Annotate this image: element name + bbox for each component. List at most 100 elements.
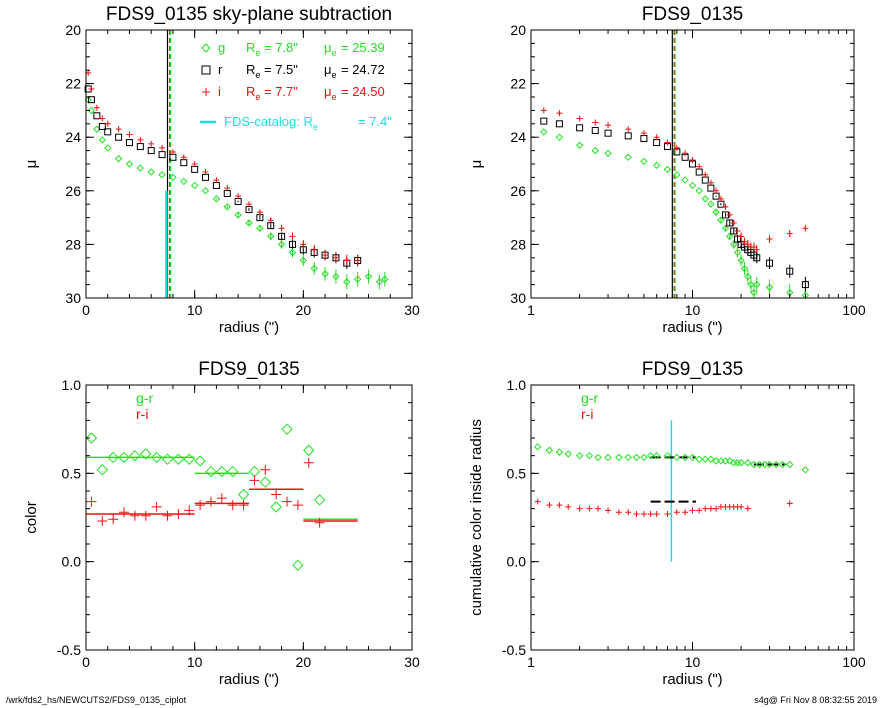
data-point-g-r: [652, 451, 661, 460]
data-point-i: [625, 126, 632, 133]
data-point-i: [343, 257, 350, 264]
data-point-g-r: [140, 448, 152, 460]
data-point-r: [104, 128, 112, 136]
data-point-g-r: [303, 444, 315, 457]
data-point-i: [689, 156, 696, 163]
x-tick-label: 10: [187, 654, 203, 670]
data-point-g: [730, 240, 738, 249]
y-tick-label: 26: [65, 183, 81, 199]
data-point-g-r: [663, 451, 672, 460]
data-point-g: [245, 219, 253, 227]
data-point-r-i: [238, 500, 249, 511]
data-point-r: [115, 133, 123, 141]
data-point-g: [753, 280, 761, 289]
y-axis-label: μ: [23, 160, 40, 169]
data-point-i: [753, 246, 760, 253]
data-point-i: [126, 131, 133, 138]
y-tick-label: 0.0: [62, 554, 82, 570]
data-point-g-r: [545, 446, 554, 455]
data-point-i: [180, 154, 187, 161]
data-point-i: [682, 150, 689, 157]
data-point-i: [717, 195, 724, 202]
data-point-g: [744, 272, 752, 281]
data-point-i: [605, 122, 612, 129]
x-tick-label: 10: [685, 654, 701, 670]
data-point-g: [125, 160, 134, 168]
data-point-g: [673, 171, 681, 179]
data-point-r-i: [314, 517, 325, 528]
data-point-g-r: [564, 450, 572, 458]
data-point-g: [343, 278, 351, 286]
data-point-g: [575, 141, 584, 149]
data-point-i: [750, 244, 757, 251]
data-point-i: [354, 257, 361, 264]
data-point-g-r: [712, 457, 720, 465]
y-tick-label: 24: [510, 129, 526, 145]
legend-marker-g: [201, 43, 211, 53]
data-point-r-i: [689, 507, 696, 514]
data-point-r-i: [696, 507, 703, 514]
data-point-r-i: [647, 510, 654, 517]
data-point-i: [104, 120, 111, 127]
data-point-g: [688, 181, 697, 190]
data-point-r-i: [615, 509, 622, 516]
data-point-g-r: [96, 464, 109, 476]
data-point-g-r: [183, 453, 195, 465]
legend-band-label: r: [218, 62, 223, 77]
data-point-i: [696, 163, 703, 170]
legend-mu-symbol: μe: [324, 62, 337, 80]
data-point-g-r: [85, 432, 98, 444]
data-point-g-r: [750, 460, 758, 469]
data-point-r: [753, 254, 761, 262]
data-point-g-r: [737, 459, 745, 467]
data-point-r-i: [205, 496, 216, 507]
data-point-i: [802, 225, 809, 232]
data-point-g-r: [624, 453, 632, 462]
data-point-g-r: [701, 455, 709, 463]
data-point-r-i: [653, 510, 660, 517]
data-point-r-i: [664, 510, 671, 517]
data-point-g-r: [281, 423, 293, 435]
legend-mu-subscript: e: [332, 48, 337, 58]
data-point-i: [540, 107, 547, 114]
data-point-g-r: [786, 460, 794, 469]
y-tick-label: 24: [65, 129, 81, 145]
data-point-r-i: [303, 457, 314, 468]
data-point-g: [98, 136, 107, 144]
data-point-r-i: [119, 507, 130, 518]
data-point-r: [158, 151, 166, 159]
data-point-g: [695, 187, 703, 195]
data-point-g: [353, 275, 362, 283]
data-point-r-i: [565, 503, 572, 510]
data-point-r-i: [556, 502, 563, 509]
data-point-i: [93, 104, 100, 111]
x-tick-label: 30: [404, 654, 420, 670]
data-point-r: [288, 240, 296, 248]
data-point-g: [234, 211, 242, 219]
data-point-g-r: [205, 465, 217, 478]
data-point-r: [624, 132, 632, 140]
data-point-g-r: [150, 451, 163, 464]
x-tick-label: 20: [296, 302, 312, 318]
data-point-g: [169, 173, 177, 182]
data-point-g-r: [707, 455, 715, 463]
data-point-r-i: [702, 505, 709, 512]
data-point-r-i: [227, 500, 238, 511]
legend-re-subscript: e: [255, 92, 260, 102]
x-axis-label: radius ("): [219, 671, 279, 688]
data-point-r: [87, 96, 95, 104]
data-point-g-r: [555, 448, 564, 456]
data-point-r-i: [576, 505, 583, 512]
chart-title: FDS9_0135: [642, 359, 743, 380]
data-point-g: [212, 195, 221, 203]
data-point-r-i: [282, 496, 293, 507]
data-point-r-i: [195, 500, 206, 511]
data-point-g: [375, 278, 384, 286]
data-point-g: [136, 164, 145, 172]
data-point-g: [310, 264, 318, 273]
legend-re-value: = 7.8": [264, 40, 298, 55]
data-point-i: [741, 238, 748, 245]
data-point-g: [180, 177, 188, 186]
data-point-g: [737, 256, 745, 265]
data-point-i: [213, 177, 220, 184]
